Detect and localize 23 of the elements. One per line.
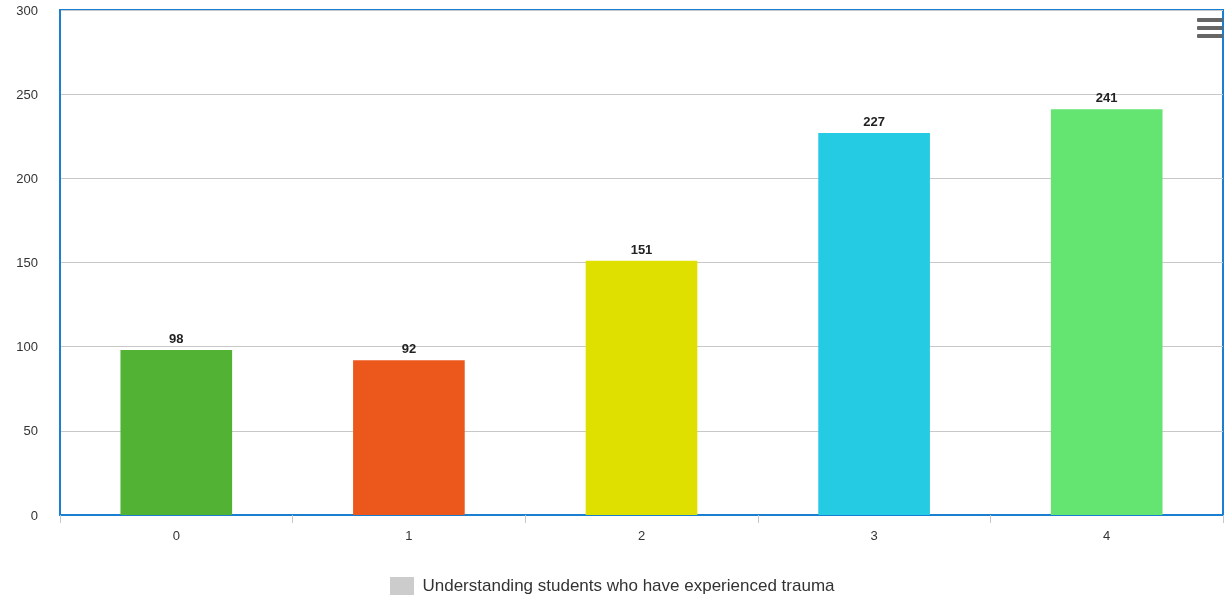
y-tick-label: 0 <box>30 507 38 523</box>
x-tick-label: 0 <box>172 528 180 543</box>
y-tick-label: 300 <box>16 2 38 18</box>
data-label: 151 <box>630 241 653 257</box>
bar <box>120 350 233 515</box>
bar <box>1050 109 1163 515</box>
x-tick-label: 4 <box>1103 528 1111 543</box>
y-tick-label: 100 <box>16 339 38 355</box>
y-tick-label: 150 <box>16 255 38 270</box>
y-tick-label: 50 <box>23 423 38 439</box>
x-tick-label: 3 <box>870 528 878 543</box>
text: Understanding students who have experienced trauma <box>422 575 835 595</box>
x-tick-label: 1 <box>405 528 413 543</box>
y-tick-label: 250 <box>16 86 38 102</box>
bar <box>585 260 698 515</box>
bar <box>353 360 465 515</box>
data-label: 92 <box>401 341 417 357</box>
bar <box>818 132 930 515</box>
data-label: 241 <box>1095 90 1118 106</box>
data-label: 227 <box>863 113 885 129</box>
data-label: 98 <box>169 331 184 347</box>
x-tick-label: 2 <box>637 528 646 543</box>
y-tick-label: 200 <box>16 170 38 186</box>
